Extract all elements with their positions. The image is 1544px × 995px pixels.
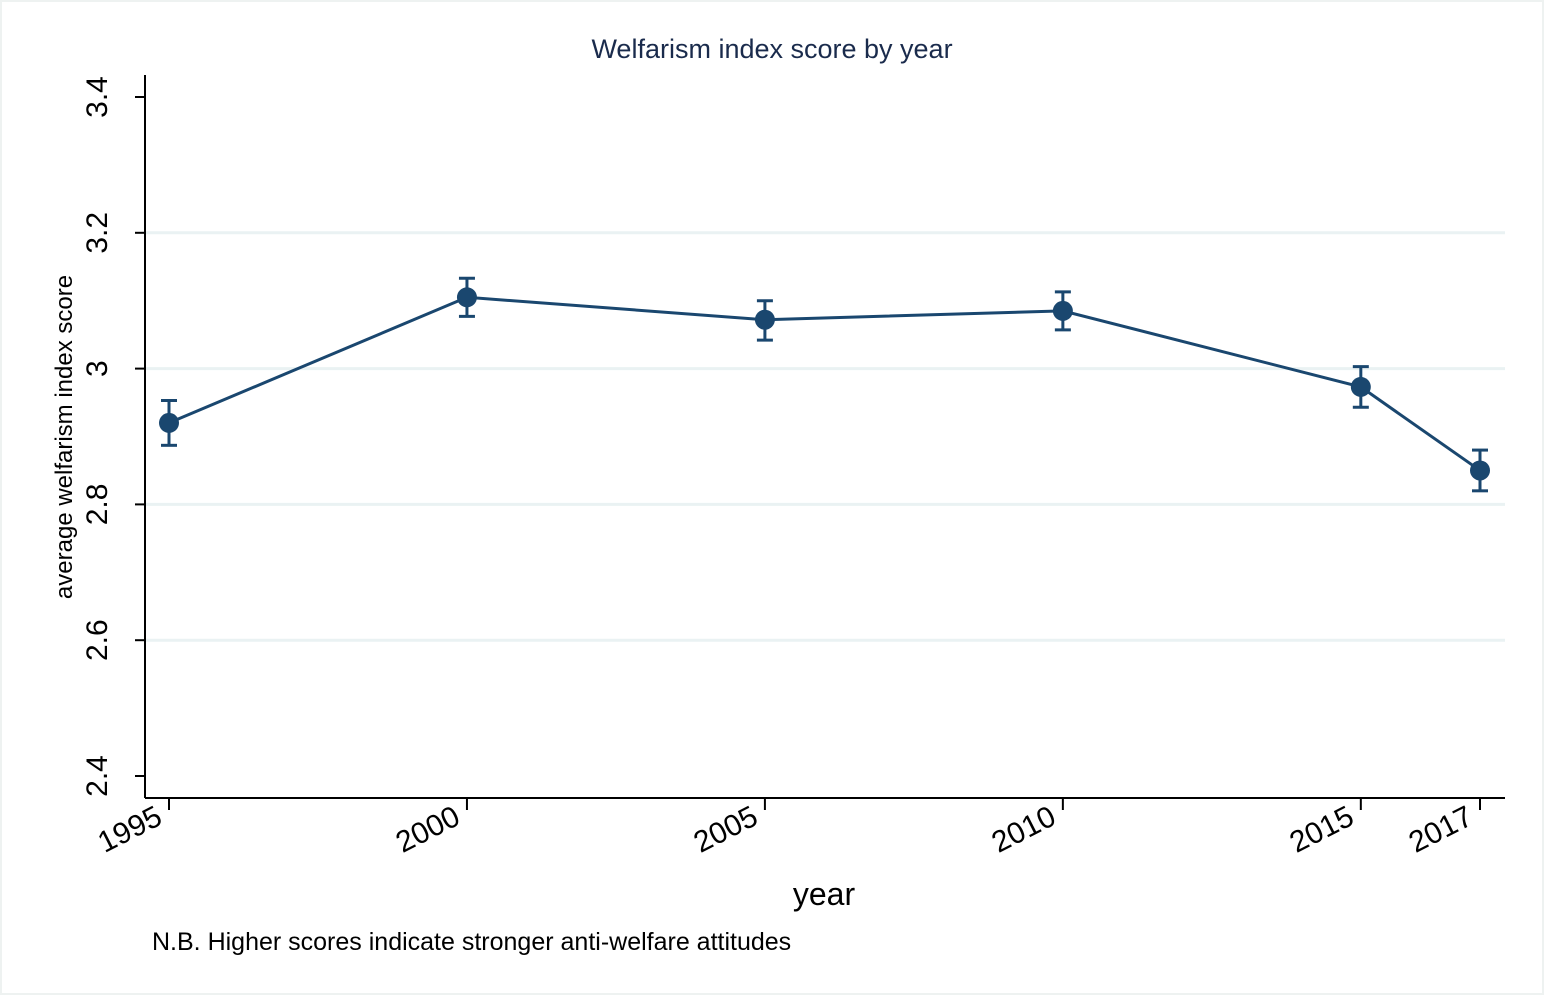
y-tick-label: 3 — [81, 360, 114, 377]
grid-lines — [146, 231, 1505, 642]
data-point — [456, 287, 477, 308]
x-axis-title: year — [793, 876, 856, 912]
data-point — [159, 412, 179, 433]
y-tick-label: 2.4 — [81, 755, 114, 797]
chart-title: Welfarism index score by year — [591, 34, 952, 64]
y-ticks: 2.4 2.6 2.8 3 3.2 3.4 — [81, 76, 145, 797]
y-tick-label: 3.4 — [81, 76, 114, 118]
y-tick-label: 2.6 — [81, 619, 114, 661]
data-point — [1052, 300, 1073, 321]
x-tick-label: 2000 — [391, 800, 465, 860]
y-tick-label: 2.8 — [81, 484, 114, 526]
data-point — [1350, 376, 1371, 397]
x-tick-label: 2010 — [987, 800, 1061, 860]
series-plot — [159, 276, 1490, 493]
chart-note: N.B. Higher scores indicate stronger ant… — [152, 928, 791, 956]
y-axis-title: average welfarism index score — [51, 275, 78, 599]
axes — [144, 75, 1505, 799]
x-tick-label: 2017 — [1404, 800, 1478, 860]
x-tick-label: 2005 — [689, 800, 763, 860]
series-line — [168, 295, 1481, 472]
x-ticks: 1995 2000 2005 2010 2015 2017 — [93, 798, 1481, 860]
x-tick-label: 2015 — [1285, 800, 1359, 860]
x-tick-label: 1995 — [93, 800, 167, 860]
y-tick-label: 3.2 — [81, 212, 114, 254]
data-point — [1470, 460, 1490, 481]
data-point — [754, 309, 775, 330]
